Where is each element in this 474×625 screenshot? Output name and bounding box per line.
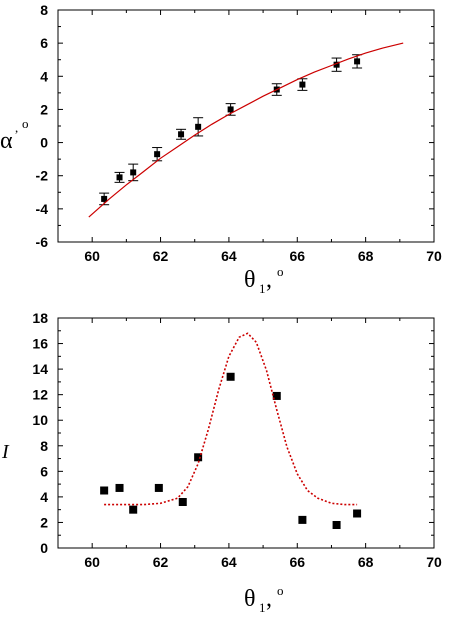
- y-tick-label: 14: [32, 361, 48, 377]
- data-point: [178, 131, 185, 138]
- data-point: [353, 509, 362, 518]
- x-tick-label: 68: [358, 554, 374, 570]
- data-point: [195, 123, 202, 130]
- y-tick-label: -4: [36, 201, 49, 217]
- fit-curve: [88, 42, 404, 218]
- plot-frame: [57, 317, 435, 549]
- y-tick-label: -6: [36, 234, 49, 250]
- x-tick-label: 60: [84, 248, 100, 264]
- data-point: [154, 483, 163, 492]
- y-tick-label: 4: [40, 489, 48, 505]
- data-point: [100, 486, 109, 495]
- x-axis-label-degree: o: [277, 264, 284, 279]
- x-tick-label: 70: [426, 248, 442, 264]
- y-axis-label-symbol: α: [0, 128, 13, 154]
- x-tick-label: 68: [358, 248, 374, 264]
- x-axis-label-subscript: 1: [259, 600, 266, 615]
- x-tick-label: 64: [221, 248, 237, 264]
- data-point: [101, 195, 108, 202]
- x-axis-label: θ 1 , o: [244, 583, 284, 615]
- data-point: [130, 169, 137, 176]
- data-point: [194, 453, 203, 462]
- x-tick-label: 60: [84, 554, 100, 570]
- x-tick-label: 66: [289, 554, 305, 570]
- x-axis-label-theta: θ: [244, 586, 256, 612]
- y-tick-label: -2: [36, 168, 49, 184]
- x-axis-label-subscript: 1: [259, 281, 266, 296]
- x-axis-label-degree: o: [277, 583, 284, 598]
- y-tick-label: 8: [40, 2, 48, 18]
- y-axis-label: I: [1, 441, 10, 463]
- x-tick-label: 62: [153, 248, 169, 264]
- y-tick-label: 0: [40, 135, 48, 151]
- x-axis-label-comma: ,: [266, 267, 272, 293]
- y-tick-label: 16: [32, 336, 48, 352]
- data-point: [178, 498, 187, 506]
- y-tick-label: 10: [32, 412, 48, 428]
- y-axis-label-unit: ,: [15, 120, 18, 135]
- data-point: [154, 151, 161, 158]
- data-point: [227, 106, 234, 113]
- data-point: [129, 505, 138, 514]
- y-tick-label: 18: [32, 310, 48, 326]
- x-tick-label: 70: [426, 554, 442, 570]
- data-point: [332, 521, 341, 529]
- y-tick-label: 2: [40, 101, 48, 117]
- x-axis-label-comma: ,: [266, 586, 272, 612]
- x-tick-label: 64: [221, 554, 237, 570]
- x-axis-label-theta: θ: [244, 267, 256, 293]
- data-point: [115, 483, 124, 492]
- y-tick-label: 4: [40, 68, 48, 84]
- data-point: [298, 515, 307, 524]
- data-point: [226, 372, 235, 381]
- y-axis-label: α , o: [0, 116, 29, 154]
- x-tick-label: 62: [153, 554, 169, 570]
- data-point: [116, 174, 123, 181]
- y-tick-label: 12: [32, 387, 48, 403]
- data-point: [299, 81, 306, 88]
- y-tick-label: 6: [40, 35, 48, 51]
- plot-frame: [57, 9, 435, 243]
- y-tick-label: 2: [40, 514, 48, 530]
- y-tick-label: 6: [40, 463, 48, 479]
- data-point: [354, 58, 361, 65]
- x-tick-label: 66: [289, 248, 305, 264]
- data-point: [272, 391, 281, 400]
- data-point: [333, 61, 340, 68]
- x-axis-label: θ 1 , o: [244, 264, 284, 296]
- y-axis-label-degree: o: [22, 116, 29, 131]
- y-tick-label: 8: [40, 438, 48, 454]
- fit-curve-dotted: [104, 332, 358, 506]
- y-tick-label: 0: [40, 540, 48, 556]
